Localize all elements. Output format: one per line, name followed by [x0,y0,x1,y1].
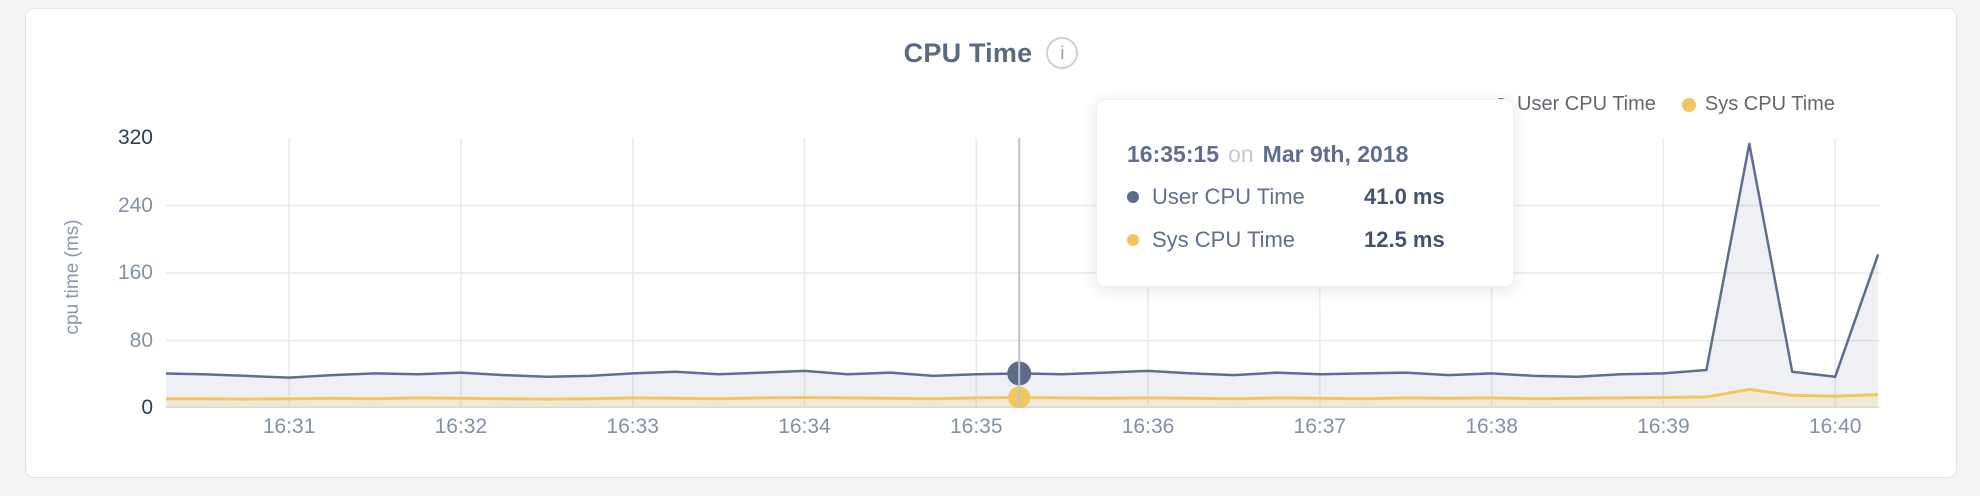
cpu-time-chart-card: CPU Time i User CPU Time Sys CPU Time cp… [25,8,1957,478]
cpu-time-plot-svg[interactable] [166,138,1881,408]
chart-legend: User CPU Time Sys CPU Time [1494,93,1835,116]
chart-title: CPU Time [903,37,1033,68]
x-tick-label: 16:38 [1465,415,1518,438]
tooltip-timestamp: 16:35:15 on Mar 9th, 2018 [1127,140,1485,168]
legend-item-user-cpu-time[interactable]: User CPU Time [1494,93,1656,116]
y-tick-label: 80 [129,328,153,352]
x-tick-label: 16:37 [1293,415,1347,438]
tooltip-time: 16:35:15 [1127,141,1220,167]
user-cpu-time-area [166,143,1879,408]
tooltip-series-label: Sys CPU Time [1152,227,1296,252]
x-tick-label: 16:31 [262,415,316,438]
user-series-dot-icon [1127,191,1139,203]
user-cpu-time-line [166,142,1880,379]
chart-header: CPU Time i [26,37,1956,69]
tooltip-series-value: 41.0 ms [1364,184,1445,209]
x-tick-label: 16:35 [949,415,1003,438]
x-tick-label: 16:40 [1808,415,1862,438]
y-tick-label: 320 [117,126,153,149]
tooltip-series-label: User CPU Time [1152,184,1305,209]
info-icon[interactable]: i [1046,37,1079,69]
tooltip-row-sys: Sys CPU Time 12.5 ms [1127,226,1485,254]
sys-series-dot-icon [1127,234,1139,246]
y-tick-label: 0 [141,396,153,419]
x-tick-label: 16:33 [606,415,659,438]
y-tick-label: 160 [117,261,153,284]
tooltip-date: Mar 9th, 2018 [1262,141,1409,167]
hover-tooltip: 16:35:15 on Mar 9th, 2018 User CPU Time 41… [1096,99,1514,287]
x-tick-label: 16:39 [1637,415,1690,438]
tooltip-series-value: 12.5 ms [1364,227,1445,252]
y-tick-label: 240 [117,193,153,217]
legend-label: Sys CPU Time [1704,93,1835,115]
legend-label: User CPU Time [1517,93,1656,115]
sys-series-dot-icon [1681,97,1696,112]
legend-item-sys-cpu-time[interactable]: Sys CPU Time [1681,93,1835,116]
tooltip-row-user: User CPU Time 41.0 ms [1127,183,1485,211]
x-tick-label: 16:32 [434,415,488,438]
plot-area[interactable] [166,138,1881,408]
x-tick-label: 16:34 [778,415,831,438]
tooltip-connector: on [1228,141,1254,167]
x-tick-label: 16:36 [1121,415,1175,438]
